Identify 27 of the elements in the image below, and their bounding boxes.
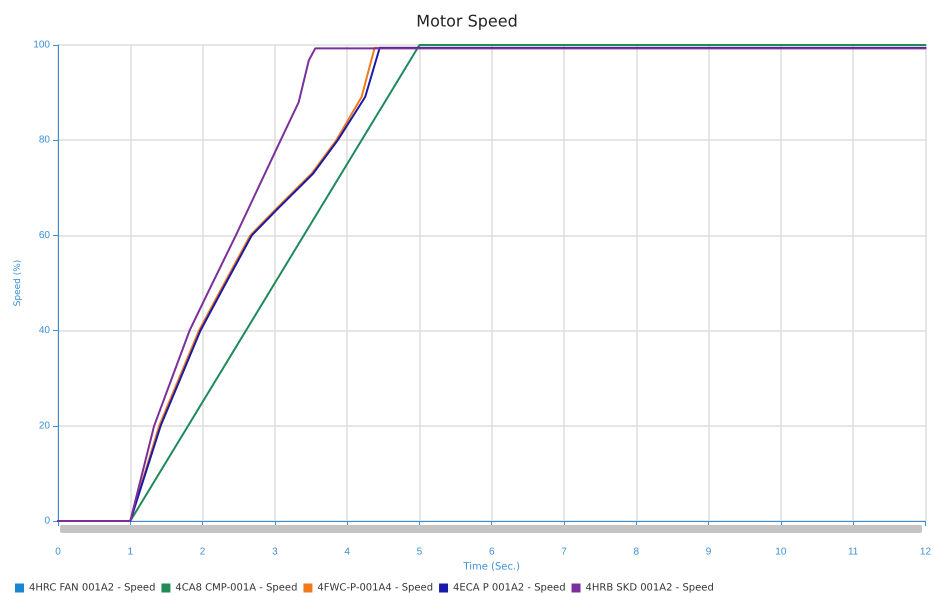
x-tick-label: 4 bbox=[344, 546, 350, 558]
legend-label: 4CA8 CMP-001A - Speed bbox=[175, 582, 298, 593]
x-tick-label: 3 bbox=[272, 546, 278, 558]
x-axis-title: Time (Sec.) bbox=[462, 561, 520, 572]
y-axis-title: Speed (%) bbox=[12, 260, 23, 306]
x-tick-label: 2 bbox=[200, 546, 206, 558]
x-tick-label: 6 bbox=[488, 546, 495, 558]
x-tick-label: 10 bbox=[775, 546, 787, 558]
legend-label: 4ECA P 001A2 - Speed bbox=[453, 582, 566, 593]
x-tick-label: 7 bbox=[561, 546, 568, 558]
y-tick-label: 100 bbox=[33, 40, 50, 50]
legend-label: 4HRC FAN 001A2 - Speed bbox=[29, 582, 156, 593]
legend-label: 4FWC-P-001A4 - Speed bbox=[317, 582, 434, 593]
x-tick-label: 5 bbox=[416, 546, 423, 558]
y-tick-label: 60 bbox=[38, 230, 50, 241]
y-tick-label: 40 bbox=[38, 325, 50, 336]
y-tick-label: 20 bbox=[38, 420, 50, 432]
y-tick-label: 80 bbox=[38, 134, 50, 146]
y-tick-label: 0 bbox=[44, 516, 50, 526]
chart-title: Motor Speed bbox=[416, 12, 518, 30]
x-tick-label: 0 bbox=[55, 546, 62, 558]
x-tick-label: 8 bbox=[634, 546, 640, 558]
x-tick-label: 12 bbox=[920, 546, 932, 558]
legend-label: 4HRB SKD 001A2 - Speed bbox=[586, 582, 714, 593]
x-tick-label: 9 bbox=[706, 546, 712, 558]
x-tick-label: 11 bbox=[848, 546, 859, 558]
x-tick-label: 1 bbox=[128, 546, 134, 558]
